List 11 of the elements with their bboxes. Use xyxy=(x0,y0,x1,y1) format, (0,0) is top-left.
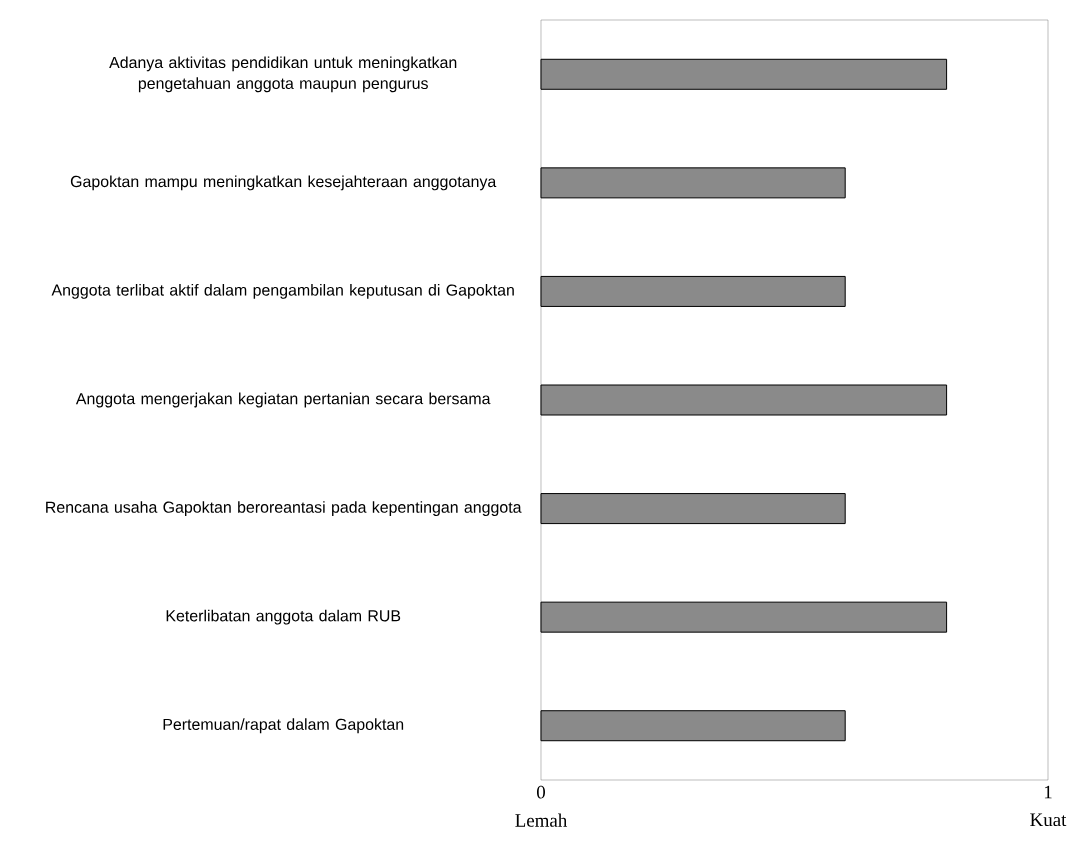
text: Kuat xyxy=(1030,813,1067,827)
x-tick-label: 0 xyxy=(536,785,545,799)
x-tick-label: 1 xyxy=(1044,785,1052,799)
y-tick-label: Anggota mengerjakan kegiatan pertanian secara bersama xyxy=(75,392,491,408)
text: Lemah xyxy=(515,813,568,827)
y-tick-label: Pertemuan/rapat dalam Gapoktan xyxy=(163,718,404,734)
y-tick-label: Anggota terlibat aktif dalam pengambilan keputusan di Gapoktan xyxy=(51,284,514,299)
y-tick-label: Gapoktan mampu meningkatkan kesejahteraan anggotanya xyxy=(70,175,497,191)
y-tick-label: Rencana usaha Gapoktan beroreantasi pada kepentingan anggota xyxy=(46,501,522,517)
y-tick-label: Adanya aktivitas pendidikan untuk meningkatkan pengetahuan anggota maupun pengurus xyxy=(109,56,457,93)
y-tick-label: Keterlibatan anggota dalam RUB xyxy=(166,609,401,625)
